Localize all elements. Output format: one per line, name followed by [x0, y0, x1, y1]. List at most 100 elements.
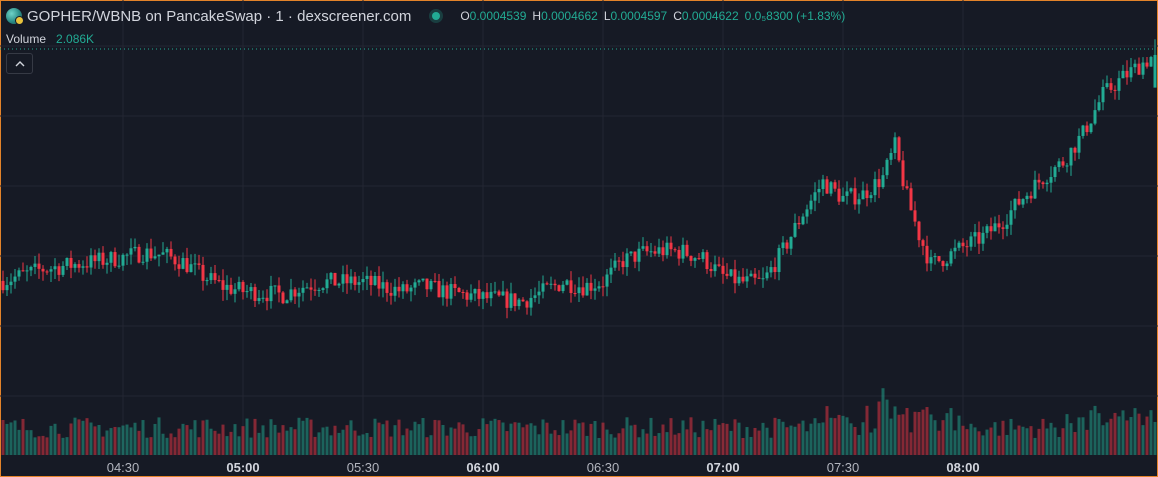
candle-body: [129, 248, 133, 255]
candle-body: [925, 245, 929, 264]
volume-bar: [121, 425, 125, 455]
candle-body: [613, 260, 617, 268]
candle-body: [921, 240, 925, 246]
candle-body: [357, 282, 361, 285]
candle-body: [277, 285, 281, 293]
candle-body: [725, 273, 729, 276]
volume-bar: [973, 427, 977, 455]
volume-bar: [621, 428, 625, 455]
candle-body: [969, 236, 973, 247]
volume-bar: [913, 411, 917, 455]
volume-label[interactable]: Volume: [6, 32, 47, 46]
candle-body: [645, 246, 649, 252]
volume-bar: [281, 425, 285, 455]
volume-bar: [313, 436, 317, 455]
candle-body: [857, 199, 861, 205]
volume-bar: [109, 428, 113, 455]
volume-bar: [705, 429, 709, 455]
volume-bar: [93, 426, 97, 455]
volume-bar: [85, 418, 89, 455]
volume-bar: [881, 388, 885, 455]
volume-bar: [153, 423, 157, 455]
candle-body: [421, 278, 425, 281]
candle-body: [97, 252, 101, 262]
volume-bar: [357, 435, 361, 455]
volume-bar: [1133, 408, 1137, 455]
volume-bar: [845, 417, 849, 455]
candle-body: [829, 182, 833, 194]
candle-body: [325, 279, 329, 289]
candle-body: [261, 297, 265, 299]
volume-bar: [481, 418, 485, 455]
candle-body: [1053, 167, 1057, 178]
volume-bar: [1025, 428, 1029, 455]
candle-body: [505, 291, 509, 308]
volume-bar: [829, 417, 833, 455]
volume-bar: [565, 433, 569, 455]
volume-bar: [1041, 418, 1045, 455]
volume-bar: [713, 418, 717, 455]
change-value: 0.0₅8300 (+1.83%): [744, 9, 846, 23]
volume-bar: [137, 430, 141, 455]
candle-body: [909, 188, 913, 211]
volume-bar: [929, 414, 933, 455]
candle-body: [941, 261, 945, 267]
candle-body: [581, 287, 585, 296]
candle-body: [673, 249, 677, 251]
candle-body: [609, 267, 613, 275]
volume-bar: [541, 419, 545, 455]
volume-bar: [737, 422, 741, 455]
candle-body: [321, 288, 325, 290]
volume-bar: [1149, 410, 1153, 455]
candle-body: [497, 291, 501, 296]
candle-body: [461, 291, 465, 293]
chart-title[interactable]: GOPHER/WBNB on PancakeSwap · 1 · dexscre…: [27, 7, 412, 25]
candle-body: [605, 274, 609, 287]
collapse-legend-button[interactable]: [6, 53, 33, 74]
candle-body: [685, 244, 689, 256]
volume-bar: [825, 406, 829, 455]
candle-body: [153, 256, 157, 259]
candle-body: [973, 232, 977, 237]
volume-bar: [65, 437, 69, 455]
volume-bar: [417, 424, 421, 455]
volume-bar: [985, 429, 989, 455]
candle-body: [117, 265, 121, 267]
volume-bar: [769, 437, 773, 455]
volume-bar: [981, 435, 985, 455]
volume-bar: [341, 429, 345, 455]
volume-bar: [1033, 437, 1037, 455]
candle-body: [713, 264, 717, 272]
volume-bar: [989, 427, 993, 455]
candle-body: [989, 226, 993, 232]
volume-bar: [561, 420, 565, 455]
volume-bar: [41, 435, 45, 455]
volume-bar: [533, 425, 537, 455]
volume-bar: [325, 426, 329, 455]
candle-body: [677, 249, 681, 259]
candle-body: [5, 285, 9, 291]
volume-bar: [317, 432, 321, 455]
volume-bar: [1145, 416, 1149, 455]
volume-bar: [9, 422, 13, 455]
candle-body: [425, 278, 429, 290]
candle-body: [757, 277, 761, 279]
volume-value: 2.086K: [56, 32, 95, 46]
volume-bar: [945, 413, 949, 455]
volume-bar: [901, 414, 905, 455]
candle-body: [233, 289, 237, 294]
volume-bar: [249, 437, 253, 455]
token-pair-logo-icon[interactable]: [6, 8, 24, 25]
candle-body: [493, 291, 497, 293]
volume-bar: [397, 419, 401, 455]
candle-body: [429, 280, 433, 290]
candle-body: [265, 297, 269, 302]
volume-bar: [657, 433, 661, 455]
volume-bar: [949, 408, 953, 455]
volume-bar: [521, 427, 525, 455]
candle-body: [577, 287, 581, 294]
volume-bar: [865, 405, 869, 455]
volume-bar: [25, 430, 29, 455]
candle-body: [877, 179, 881, 188]
